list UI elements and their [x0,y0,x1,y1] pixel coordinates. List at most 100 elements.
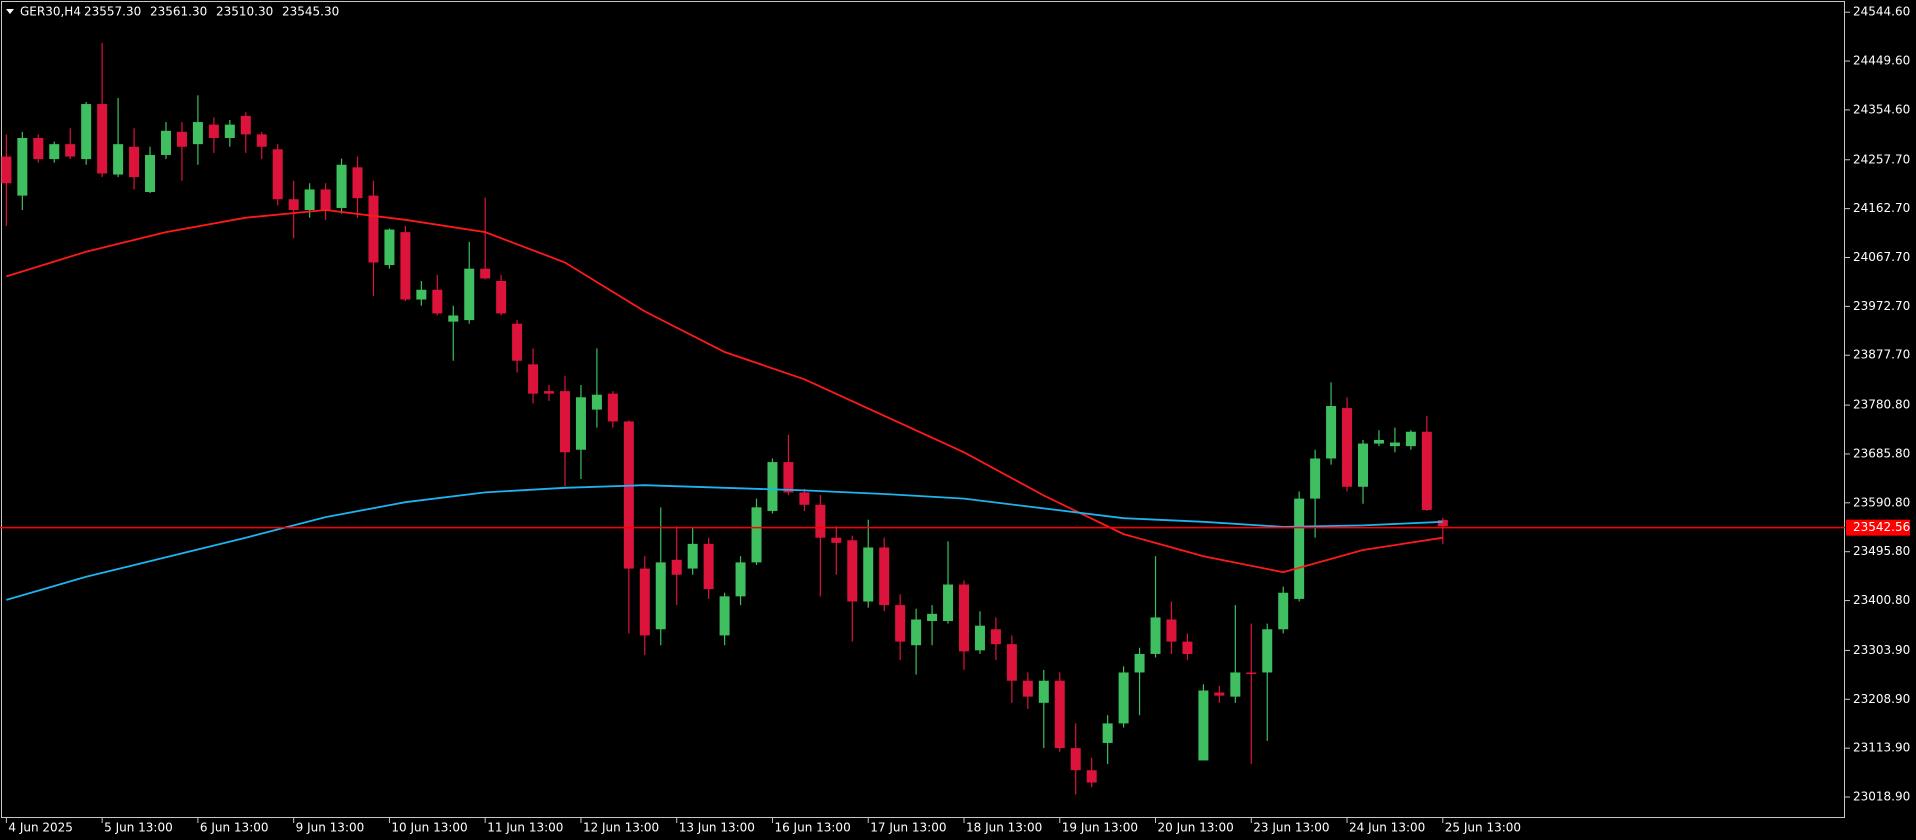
candle-body [400,232,411,300]
y-tick-label: 23877.70 [1853,348,1910,362]
candle-body [1086,770,1097,783]
candle-body [1198,690,1209,761]
y-tick-label: 23495.80 [1853,544,1910,558]
y-tick-label: 24449.60 [1853,54,1910,68]
candle-body [751,507,762,563]
x-tick-label: 17 Jun 13:00 [870,821,946,835]
candle-body [192,122,203,145]
candle-body [1437,520,1448,527]
candle-body [559,391,570,453]
candle-body [336,164,347,208]
header-value: 23510.30 [216,5,273,19]
candle-body [687,543,698,569]
x-tick-label: 18 Jun 13:00 [966,821,1042,835]
header-value: 23561.30 [150,5,207,19]
candle-body [512,323,523,361]
candle-body [1230,672,1241,697]
header-value: 23545.30 [282,5,339,19]
candle-body [224,124,235,139]
candle-body [1214,692,1225,696]
candle-body [1310,458,1321,499]
candle-body [815,504,826,538]
x-tick-label: 6 Jun 13:00 [200,821,269,835]
candle-body [847,540,858,602]
candle-body [1150,617,1161,654]
x-tick-label: 13 Jun 13:00 [679,821,755,835]
candle-body [895,605,906,642]
candle-body [1421,431,1432,510]
candle-body [1278,592,1289,630]
candle-body [607,393,618,422]
candle-body [17,138,28,196]
candle-body [1358,443,1369,487]
candle-body [65,144,76,157]
candle-body [416,289,427,300]
price-label-box [1846,519,1910,536]
y-tick-label: 24544.60 [1853,5,1910,19]
candle-body [1022,680,1033,697]
y-tick-label: 24354.60 [1853,102,1910,116]
candle-body [496,281,507,314]
candle-body [1389,442,1400,447]
header-value: 23557.30 [84,5,141,19]
y-tick-label: 24067.70 [1853,250,1910,264]
candle-body [544,391,555,394]
candle-body [767,462,778,511]
candle-body [97,104,108,174]
candle-body [272,149,283,200]
candle-body [1294,498,1305,599]
y-tick-label: 23972.70 [1853,299,1910,313]
candle-body [1038,680,1049,703]
candle-body [927,613,938,622]
candle-body [863,547,874,602]
candle-body [288,199,299,211]
candle-body [448,315,459,322]
candle-body [129,146,140,178]
candle-body [639,568,650,636]
candle-body [208,124,219,139]
y-tick-label: 23113.90 [1853,741,1910,755]
x-tick-label: 19 Jun 13:00 [1062,821,1138,835]
candle-body [1405,431,1416,447]
x-tick-label: 12 Jun 13:00 [583,821,659,835]
candle-body [1342,408,1353,487]
candle-body [799,492,810,505]
candle-body [464,268,475,321]
x-tick-label: 25 Jun 13:00 [1445,821,1521,835]
y-tick-label: 23590.80 [1853,495,1910,509]
menu-triangle[interactable] [6,9,14,14]
candle-body [320,189,331,211]
candle-body [879,547,890,606]
candle-body [528,364,539,394]
x-tick-label: 5 Jun 13:00 [104,821,173,835]
x-tick-label: 9 Jun 13:00 [296,821,365,835]
candle-body [1070,748,1081,771]
x-tick-label: 4 Jun 2025 [8,821,73,835]
candle-body [113,144,124,175]
candle-body [655,562,666,630]
candle-body [1134,653,1145,673]
candle-body [943,584,954,622]
candle-body [703,543,714,590]
candle-body [911,619,922,646]
candle-body [1166,619,1177,642]
candle-body [1,156,12,184]
candle-body [831,537,842,543]
plot-frame [1,1,1845,818]
candle-body [1182,641,1193,654]
candle-body [145,154,156,193]
y-tick-label: 24257.70 [1853,152,1910,166]
price-label: 23542.56 [1853,520,1910,534]
candle-body [160,130,171,155]
x-tick-label: 16 Jun 13:00 [774,821,850,835]
candle-body [783,462,794,493]
candle-body [1246,672,1257,674]
candle-body [990,629,1001,645]
candle-body [623,421,634,569]
candle-body [81,104,92,160]
candle-body [1118,672,1129,724]
candle-body [1102,723,1113,743]
x-tick-label: 24 Jun 13:00 [1349,821,1425,835]
